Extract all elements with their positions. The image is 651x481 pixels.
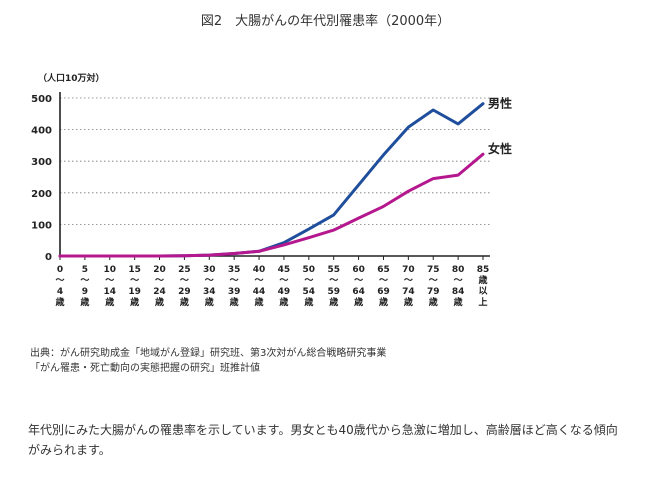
y-tick-label-200: 200 xyxy=(31,189,52,200)
x-tick-label-14: 70 〜 74 歳 xyxy=(402,265,415,308)
x-tick-label-15: 75 〜 79 歳 xyxy=(427,265,440,308)
y-tick-label-400: 400 xyxy=(31,126,52,137)
x-tick-label-11: 55 〜 59 歳 xyxy=(327,265,340,308)
x-tick-label-3: 15 〜 19 歳 xyxy=(128,265,141,308)
x-tick-label-4: 20 〜 24 歳 xyxy=(153,265,166,308)
x-tick-label-2: 10 〜 14 歳 xyxy=(103,265,116,308)
x-tick-label-5: 25 〜 29 歳 xyxy=(178,265,191,308)
y-axis-unit-label: （人口10万対） xyxy=(38,74,105,84)
x-tick-label-17: 85 歳以上 xyxy=(477,265,490,308)
series-line-male xyxy=(58,102,485,258)
y-tick-label-0: 0 xyxy=(45,252,52,263)
x-tick-label-13: 65 〜 69 歳 xyxy=(377,265,390,308)
series-label-male: 男性 xyxy=(488,96,512,111)
x-tick-label-9: 45 〜 49 歳 xyxy=(278,265,291,308)
source-line-1: 出典：がん研究助成金「地域がん登録」研究班、第3次対がん総合戦略研究事業 xyxy=(30,348,387,359)
x-tick-label-6: 30 〜 34 歳 xyxy=(203,265,216,308)
source-line-2: 「がん罹患・死亡動向の実態把握の研究」班推計値 xyxy=(30,363,260,374)
x-tick-label-10: 50 〜 54 歳 xyxy=(303,265,316,308)
y-tick-label-300: 300 xyxy=(31,157,52,168)
x-tick-label-8: 40 〜 44 歳 xyxy=(253,265,266,308)
y-tick-label-100: 100 xyxy=(31,220,52,231)
series-label-female: 女性 xyxy=(488,141,512,156)
x-tick-label-16: 80 〜 84 歳 xyxy=(452,265,465,308)
source-note: 出典：がん研究助成金「地域がん登録」研究班、第3次対がん総合戦略研究事業 「がん… xyxy=(30,346,386,376)
x-tick-label-7: 35 〜 39 歳 xyxy=(228,265,241,308)
y-tick-label-500: 500 xyxy=(31,94,52,105)
x-tick-label-0: 0 〜 4 歳 xyxy=(54,265,64,308)
x-tick-label-1: 5 〜 9 歳 xyxy=(79,265,89,308)
description-text: 年代別にみた大腸がんの罹患率を示しています。男女とも40歳代から急激に増加し、高… xyxy=(28,423,618,457)
x-tick-label-12: 60 〜 64 歳 xyxy=(352,265,365,308)
series-line-female xyxy=(58,152,485,258)
line-chart: 0 100 200 300 400 500 0 〜 4 歳 5 〜 9 歳 10 〜 14 歳 15 〜 19 歳 20 〜 2… xyxy=(31,92,512,308)
chart-title: 図2 大腸がんの年代別罹患率（2000年） xyxy=(200,14,451,29)
